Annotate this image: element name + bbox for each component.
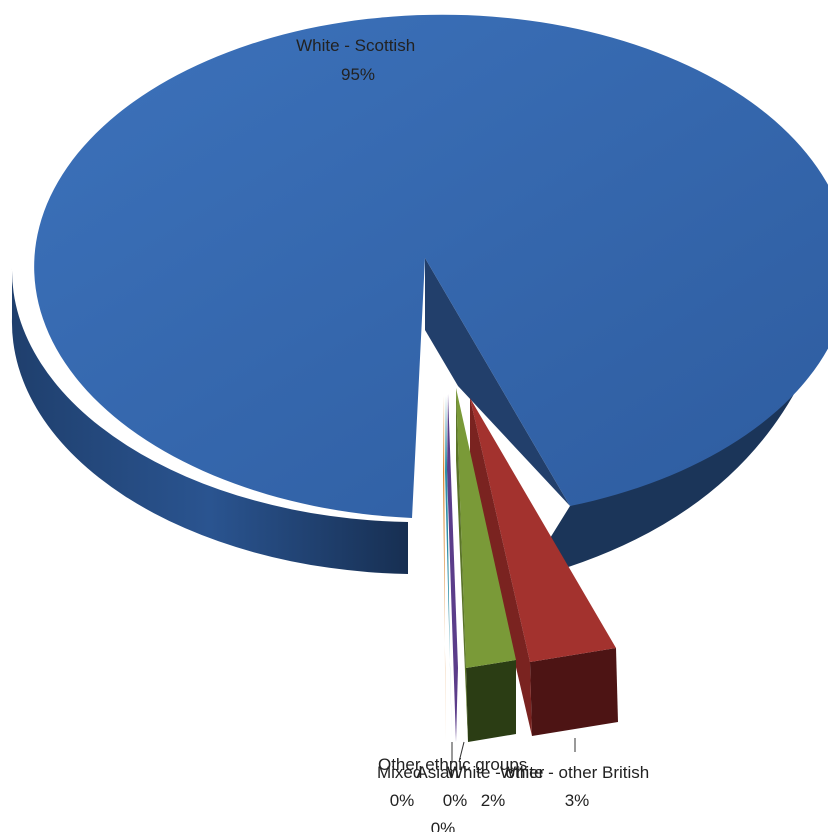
slice-other-ethnic-groups [445,396,452,742]
slice-white-other-british-top [470,398,616,662]
slice-white-other-side [466,660,516,742]
label-white-other-british-value: 3% [565,791,590,810]
label-white-scottish: White - Scottish 95% [296,36,420,84]
label-white-other-british: White - other British 3% [500,763,654,810]
label-mixed: Mixed 0% [377,763,427,810]
slice-white-scottish-side [11,268,408,574]
leader-line-white-other [458,741,465,763]
label-other-ethnic-groups-value: 0% [443,791,468,810]
slice-white-other-wall [456,388,468,742]
label-mixed-value: 0% [390,791,415,810]
label-white-other-british-name: White - other British [500,763,649,782]
label-white-other: White - other 2% [447,763,549,810]
label-asian-name: Asian [416,763,459,782]
label-other-ethnic-groups-name: Other ethnic groups [378,755,527,774]
slice-white-scottish-side-right [524,258,824,580]
slice-mixed [443,396,446,742]
label-asian: Asian 0% [416,763,463,832]
slice-white-other-british [470,398,618,736]
slice-white-other-british-side [530,648,618,736]
label-white-other-name: White - other [447,763,545,782]
label-mixed-name: Mixed [377,763,422,782]
slice-white-other-top [456,388,516,668]
label-other-ethnic-groups: Other ethnic groups 0% [378,755,532,810]
slice-asian [447,394,458,742]
label-asian-value: 0% [431,819,456,832]
label-white-scottish-name: White - Scottish [296,36,415,55]
slice-white-scottish [11,14,828,580]
slice-white-scottish-top [34,14,828,518]
label-white-scottish-value: 95% [341,65,375,84]
slice-white-other-british-wall [470,398,532,736]
slice-white-other [456,388,516,742]
label-white-other-value: 2% [481,791,506,810]
